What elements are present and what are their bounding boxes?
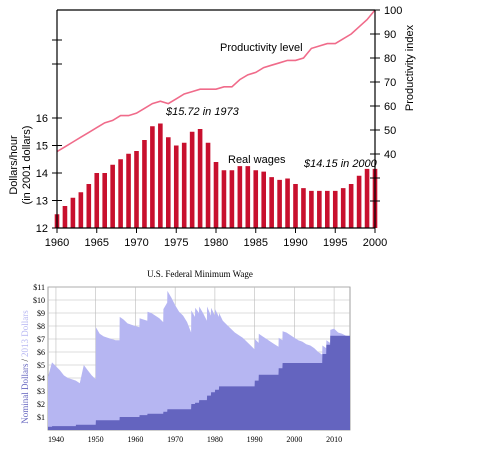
x-tick-label: 1970	[124, 237, 148, 249]
chart-title: U.S. Federal Minimum Wage	[147, 269, 253, 279]
wage-bar	[166, 137, 171, 228]
y-axis-label: Nominal Dollars/2013 Dollars	[20, 310, 30, 424]
x-tick-label: 1970	[167, 435, 183, 444]
wage-bar	[309, 190, 314, 228]
wage-bar	[62, 206, 68, 228]
wage-bar	[94, 173, 100, 228]
productivity-wages-chart: Dollars/hour(in 2001 dollars) Productivi…	[8, 5, 416, 249]
x-tick-label: 1940	[48, 435, 64, 444]
annotation-1973: $15.72 in 1973	[165, 106, 240, 118]
wage-bar	[205, 142, 211, 228]
wage-bar	[221, 170, 227, 228]
wage-bar	[126, 153, 131, 228]
y-tick-label: $3	[37, 387, 45, 396]
y-tick-label: $5	[37, 361, 45, 370]
x-tick-label: 1950	[88, 435, 104, 444]
real-wages-series-label: Real wages	[228, 154, 286, 166]
x-tick-label: 1980	[207, 435, 223, 444]
wage-bar	[245, 166, 251, 228]
right-tick-label: 50	[384, 125, 396, 137]
wage-bar	[197, 129, 203, 228]
wage-bar	[173, 145, 179, 228]
x-tick-label: 1980	[204, 237, 228, 249]
nominal-dollars-area	[48, 335, 350, 430]
right-tick-label: 40	[384, 149, 396, 161]
minimum-wage-chart: U.S. Federal Minimum Wage Nominal Dollar…	[20, 269, 351, 444]
right-tick-label: 80	[384, 53, 396, 65]
wage-bar	[269, 177, 274, 228]
right-tick-label: 90	[384, 29, 396, 41]
wage-bar	[102, 173, 107, 228]
wage-bar	[70, 197, 76, 228]
wage-bar	[118, 159, 123, 228]
x-tick-label: 2000	[363, 237, 387, 249]
right-tick-label: 60	[384, 101, 396, 113]
x-tick-label: 1990	[247, 435, 263, 444]
y-tick-label: $7	[37, 335, 45, 344]
wage-bar	[293, 184, 298, 228]
wage-bar	[229, 170, 235, 228]
y-tick-label: $1	[37, 413, 45, 422]
wage-bar	[301, 188, 306, 228]
y-tick-label: $11	[33, 283, 45, 292]
x-tick-label: 1975	[164, 237, 188, 249]
wage-bar	[261, 171, 266, 228]
wage-bar	[253, 170, 259, 228]
right-tick-label: 70	[384, 77, 396, 89]
x-tick-label: 1990	[283, 237, 307, 249]
x-tick-label: 1985	[244, 237, 268, 249]
y-tick-label: $8	[37, 322, 45, 331]
wage-bar	[364, 168, 370, 228]
wage-bar	[189, 131, 195, 228]
wage-bar	[285, 178, 290, 228]
x-tick-label: 1965	[85, 237, 109, 249]
wage-bar	[134, 151, 139, 228]
y-tick-label: $2	[37, 400, 45, 409]
wage-bar	[213, 162, 219, 228]
wage-bar	[237, 166, 243, 228]
wage-bar	[78, 192, 84, 228]
left-tick-label: 12	[36, 223, 48, 235]
wage-bar	[110, 164, 115, 228]
x-tick-label: 2000	[286, 435, 302, 444]
wage-bar	[142, 140, 147, 228]
annotation-2000: $14.15 in 2000	[303, 158, 378, 170]
y-tick-label: $9	[37, 309, 45, 318]
productivity-series-label: Productivity level	[220, 42, 303, 54]
y-tick-label: $10	[33, 296, 45, 305]
wage-bar	[340, 188, 346, 228]
wage-bar	[325, 190, 330, 228]
x-tick-label: 2010	[326, 435, 342, 444]
left-tick-label: 15	[36, 141, 48, 153]
right-axis-label: Productivity index	[404, 24, 416, 111]
right-tick-label: 100	[384, 5, 402, 17]
left-tick-label: 13	[36, 196, 48, 208]
wage-bar	[348, 184, 354, 228]
left-tick-label: 16	[36, 113, 48, 125]
wage-bar	[86, 184, 92, 228]
x-tick-label: 1995	[323, 237, 347, 249]
y-tick-label: $6	[37, 348, 45, 357]
left-axis-label: Dollars/hour(in 2001 dollars)	[8, 126, 33, 205]
wage-bar	[277, 179, 282, 228]
left-tick-label: 14	[36, 168, 48, 180]
wage-bar	[158, 123, 163, 228]
wage-bar	[356, 175, 362, 228]
wage-bar	[150, 126, 155, 228]
wage-bar	[332, 190, 338, 228]
wage-bar	[317, 190, 322, 228]
x-tick-label: 1960	[127, 435, 143, 444]
productivity-line	[56, 9, 376, 153]
wage-bar	[181, 142, 187, 228]
y-tick-label: $4	[37, 374, 45, 383]
x-tick-label: 1960	[45, 237, 69, 249]
